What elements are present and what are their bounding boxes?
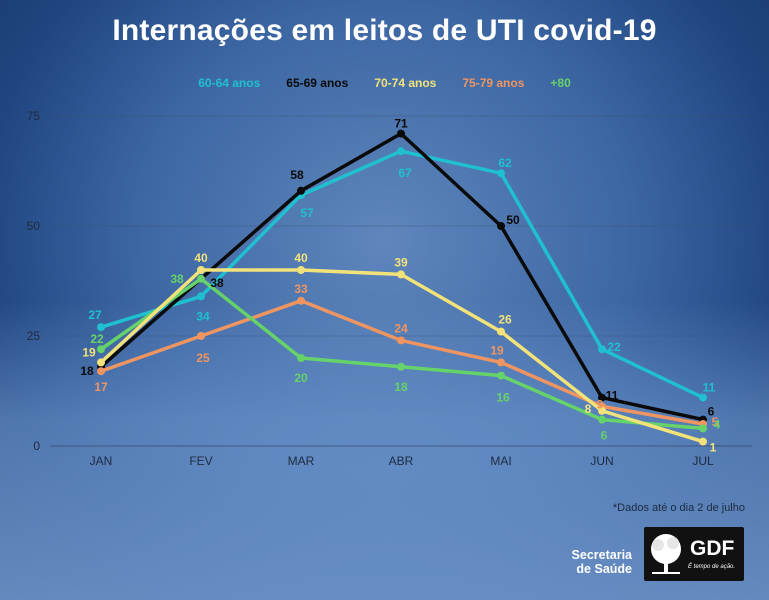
- x-tick-label: MAR: [288, 454, 315, 468]
- gdf-logo: GDF É tempo de ação.: [644, 527, 744, 581]
- data-label: 58: [290, 168, 304, 182]
- data-point: [97, 367, 105, 376]
- tree-icon: [651, 534, 681, 574]
- data-point: [497, 371, 505, 380]
- data-point: [297, 296, 305, 305]
- data-point: [497, 169, 505, 178]
- data-label: 19: [490, 343, 504, 357]
- chart-title: Internações em leitos de UTI covid-19: [112, 14, 657, 47]
- data-point: [497, 327, 505, 336]
- data-note: *Dados até o dia 2 de julho: [612, 502, 745, 514]
- data-point: [97, 345, 105, 354]
- x-tick-label: JUL: [692, 454, 714, 468]
- legend-item: 65-69 anos: [286, 76, 349, 90]
- data-label: 27: [88, 308, 102, 322]
- legend-item: 70-74 anos: [374, 76, 437, 90]
- data-label: 24: [394, 321, 408, 335]
- data-label: 67: [398, 166, 412, 180]
- y-tick-label: 50: [27, 219, 41, 233]
- data-label: 4: [714, 417, 721, 431]
- data-point: [397, 336, 405, 345]
- data-point: [598, 406, 606, 415]
- data-point: [598, 415, 606, 424]
- y-tick-label: 0: [33, 439, 40, 453]
- data-point: [699, 393, 707, 402]
- gdf-label: GDF: [690, 537, 735, 560]
- data-label: 6: [708, 405, 715, 419]
- data-point: [497, 222, 505, 230]
- x-tick-label: ABR: [389, 454, 414, 468]
- data-point: [598, 393, 606, 402]
- data-point: [397, 270, 405, 279]
- y-tick-label: 25: [27, 329, 41, 343]
- data-point: [97, 358, 105, 367]
- data-label: 26: [498, 313, 512, 327]
- data-label: 22: [90, 332, 104, 346]
- data-point: [397, 362, 405, 371]
- legend-item: 60-64 anos: [198, 76, 261, 90]
- data-point: [197, 332, 205, 340]
- data-label: 62: [498, 156, 512, 170]
- data-label: 25: [196, 351, 210, 365]
- data-label: 34: [196, 309, 210, 323]
- data-point: [497, 358, 505, 367]
- data-label: 33: [294, 282, 308, 296]
- secretaria-saude-logo: Secretaria de Saúde: [571, 548, 632, 576]
- data-label: 6: [601, 429, 608, 443]
- data-point: [97, 323, 105, 332]
- data-point: [598, 345, 606, 354]
- data-point: [397, 129, 405, 138]
- x-tick-label: FEV: [189, 454, 212, 468]
- data-label: 11: [606, 389, 619, 403]
- data-label: 50: [506, 213, 520, 227]
- background-lower-glow: [0, 300, 769, 600]
- x-tick-label: JUN: [590, 454, 613, 468]
- data-label: 38: [210, 276, 224, 290]
- gdf-tagline: É tempo de ação.: [688, 564, 736, 570]
- data-label: 5: [712, 415, 719, 429]
- data-point: [699, 424, 707, 433]
- x-tick-label: MAI: [490, 454, 511, 468]
- data-point: [197, 292, 205, 301]
- data-label: 9: [597, 397, 604, 411]
- series-line: [99, 299, 705, 426]
- y-tick-label: 75: [27, 109, 41, 123]
- data-label: 57: [300, 206, 314, 220]
- data-point: [397, 147, 405, 156]
- data-label: 71: [394, 117, 408, 131]
- data-point: [197, 266, 205, 274]
- data-label: 40: [294, 251, 308, 265]
- data-label: 20: [294, 371, 308, 385]
- data-label: 39: [394, 255, 408, 269]
- data-label: 19: [82, 345, 96, 359]
- data-label: 8: [585, 402, 592, 416]
- legend-item: +80: [550, 76, 571, 90]
- data-label: 18: [80, 364, 94, 378]
- legend: 60-64 anos 65-69 anos 70-74 anos 75-79 anos…: [0, 76, 769, 90]
- data-point: [197, 274, 205, 283]
- data-point: [297, 186, 305, 195]
- x-tick-label: JAN: [90, 454, 113, 468]
- data-point: [297, 354, 305, 362]
- data-point: [297, 266, 305, 274]
- legend-item: 75-79 anos: [462, 76, 525, 90]
- data-point: [699, 437, 707, 446]
- data-label: 16: [496, 391, 510, 405]
- data-label: 18: [394, 380, 408, 394]
- data-label: 11: [703, 381, 716, 395]
- data-label: 22: [607, 340, 621, 354]
- data-label: 1: [710, 441, 717, 455]
- data-label: 17: [94, 380, 108, 394]
- data-label: 40: [194, 251, 208, 265]
- data-label: 38: [170, 272, 184, 286]
